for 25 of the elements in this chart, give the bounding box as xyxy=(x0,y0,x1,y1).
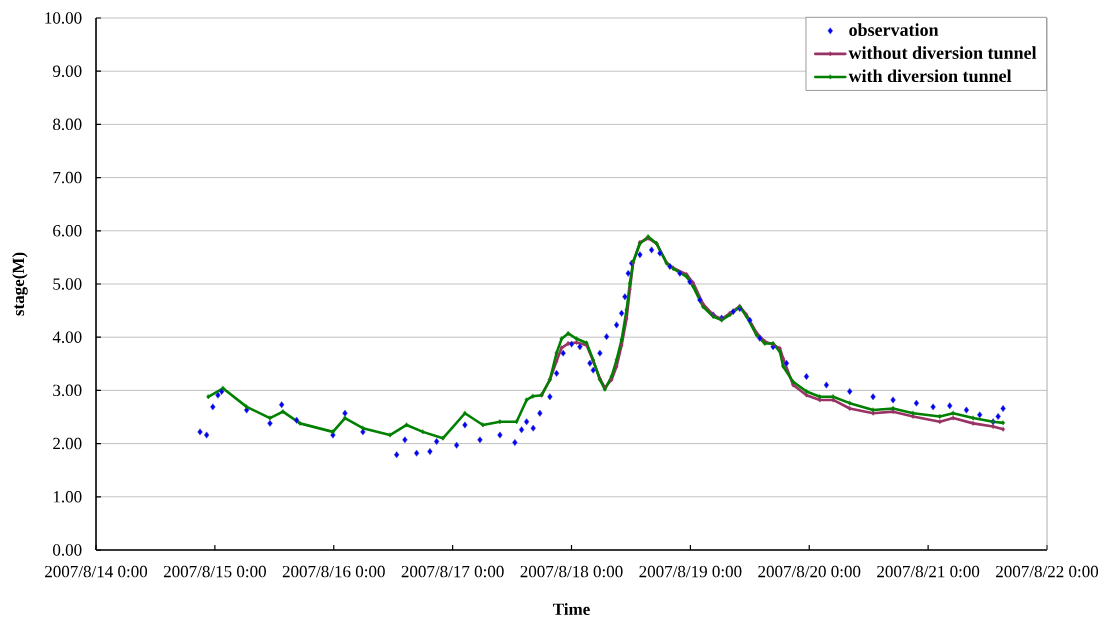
y-tick-label: 3.00 xyxy=(53,384,82,397)
x-tick-label: 2007/8/14 0:00 xyxy=(45,565,148,578)
x-tick-label: 2007/8/20 0:00 xyxy=(758,565,861,578)
y-tick-label: 5.00 xyxy=(53,278,82,290)
y-tick-label: 7.00 xyxy=(53,171,82,184)
y-tick-label: 1.00 xyxy=(53,491,82,503)
legend-label: observation xyxy=(849,23,939,36)
legend-label: with diversion tunnel xyxy=(848,69,1012,83)
y-tick-label: 4.00 xyxy=(52,331,82,343)
y-tick-label: 6.00 xyxy=(53,225,82,237)
y-tick-label: 8.00 xyxy=(53,118,82,131)
y-tick-label: 0.00 xyxy=(53,544,82,556)
x-tick-label: 2007/8/22 0:00 xyxy=(996,565,1099,578)
x-tick-label: 2007/8/17 0:00 xyxy=(401,565,504,578)
x-axis-title: Time xyxy=(553,603,590,616)
y-axis-title: stage(M) xyxy=(12,252,28,316)
y-tick-label: 10.00 xyxy=(45,12,82,24)
x-tick-label: 2007/8/18 0:00 xyxy=(520,565,623,578)
y-tick-label: 2.00 xyxy=(53,437,82,450)
x-tick-label: 2007/8/21 0:00 xyxy=(877,565,980,578)
x-tick-label: 2007/8/19 0:00 xyxy=(639,565,742,578)
x-tick-label: 2007/8/16 0:00 xyxy=(282,565,385,578)
legend-label: without diversion tunnel xyxy=(848,46,1037,60)
y-tick-label: 9.00 xyxy=(52,65,82,77)
x-tick-label: 2007/8/15 0:00 xyxy=(163,565,266,578)
